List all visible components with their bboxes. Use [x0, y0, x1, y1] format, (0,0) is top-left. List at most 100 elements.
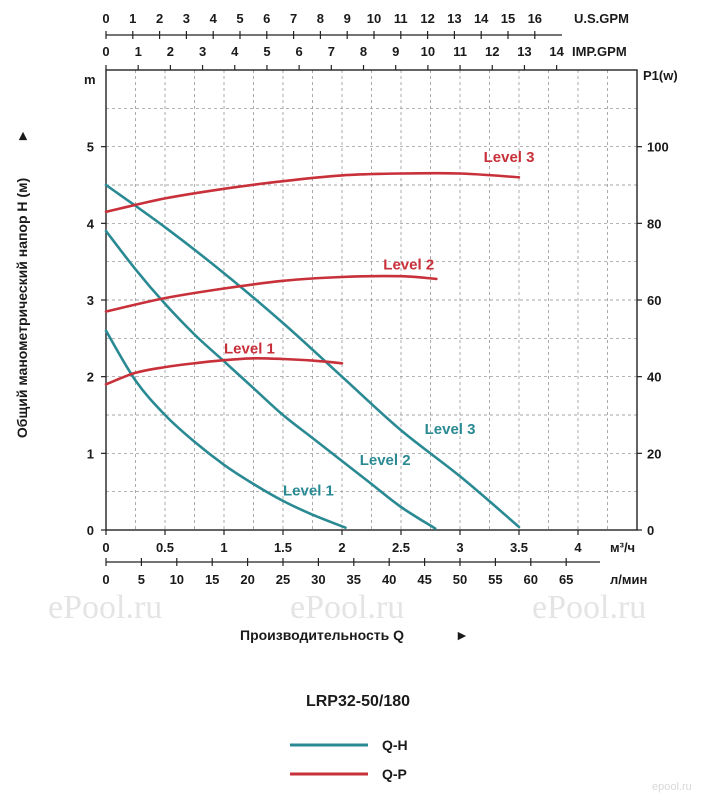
legend-qp-label: Q-P — [382, 766, 407, 782]
x-impgpm-tick-label: 6 — [296, 44, 303, 59]
y-left-unit: m — [84, 72, 96, 87]
y-left-tick-label: 5 — [87, 140, 94, 155]
x-m3h-tick-label: 3 — [456, 540, 463, 555]
x-m3h-tick-label: 0 — [102, 540, 109, 555]
qp-level-label-3: Level 3 — [484, 149, 535, 166]
watermark-1: ePool.ru — [48, 589, 162, 626]
legend-qh-label: Q-H — [382, 737, 408, 753]
qp-curve-1 — [104, 356, 344, 386]
x-m3h-tick-label: 2.5 — [392, 540, 410, 555]
x-usgpm-tick-label: 15 — [501, 11, 515, 26]
x-lmin-tick-label: 25 — [276, 572, 290, 587]
x-m3h-tick-label: 4 — [574, 540, 582, 555]
x-impgpm-tick-label: 11 — [453, 44, 467, 59]
x-usgpm-tick-label: 11 — [394, 11, 408, 26]
x-m3h-tick-label: 1 — [220, 540, 227, 555]
x-lmin-tick-label: 35 — [347, 572, 361, 587]
x-impgpm-tick-label: 3 — [199, 44, 206, 59]
qh-level-label-2: Level 2 — [360, 452, 411, 469]
x-usgpm-tick-label: 16 — [528, 11, 542, 26]
y-right-tick-label: 80 — [647, 216, 661, 231]
y-left-tick-label: 3 — [87, 293, 94, 308]
x-usgpm-tick-label: 2 — [156, 11, 163, 26]
x-lmin-tick-label: 40 — [382, 572, 396, 587]
y-right-tick-label: 40 — [647, 370, 661, 385]
y-right-tick-label: 60 — [647, 293, 661, 308]
y-left-tick-label: 0 — [87, 523, 94, 538]
qp-level-label-2: Level 2 — [383, 256, 434, 273]
x-axis-label: Производительность Q — [240, 627, 404, 643]
y-axis-arrow-icon: ► — [14, 129, 30, 143]
x-m3h-unit: м³/ч — [610, 540, 635, 555]
y-left-tick-label: 2 — [87, 370, 94, 385]
x-usgpm-tick-label: 10 — [367, 11, 381, 26]
x-impgpm-tick-label: 13 — [517, 44, 531, 59]
x-lmin-tick-label: 45 — [417, 572, 431, 587]
qh-curve-1 — [104, 329, 347, 529]
x-usgpm-tick-label: 6 — [263, 11, 270, 26]
x-impgpm-tick-label: 10 — [421, 44, 435, 59]
x-lmin-tick-label: 50 — [453, 572, 467, 587]
x-lmin-tick-label: 10 — [170, 572, 184, 587]
x-impgpm-tick-label: 2 — [167, 44, 174, 59]
x-lmin-unit: л/мин — [610, 572, 647, 587]
qh-curve-3 — [104, 183, 521, 529]
x-m3h-tick-label: 1.5 — [274, 540, 292, 555]
x-impgpm-tick-label: 0 — [102, 44, 109, 59]
qh-level-label-1: Level 1 — [283, 483, 334, 500]
curves — [104, 171, 521, 530]
qp-curve-3 — [104, 171, 521, 214]
x-impgpm-tick-label: 9 — [392, 44, 399, 59]
x-usgpm-tick-label: 5 — [236, 11, 243, 26]
chart-grid — [106, 70, 637, 530]
qh-curve-2 — [104, 229, 437, 530]
watermark-3: ePool.ru — [532, 589, 646, 626]
qp-level-label-1: Level 1 — [224, 341, 275, 358]
x-m3h-tick-label: 3.5 — [510, 540, 528, 555]
x-impgpm-tick-label: 7 — [328, 44, 335, 59]
x-impgpm-tick-label: 8 — [360, 44, 367, 59]
y-right-tick-label: 0 — [647, 523, 654, 538]
watermark-small: epool.ru — [652, 781, 692, 793]
x-lmin-tick-label: 65 — [559, 572, 573, 587]
y-left-tick-label: 1 — [87, 446, 94, 461]
qh-level-label-3: Level 3 — [425, 421, 476, 438]
x-impgpm-tick-label: 12 — [485, 44, 499, 59]
x-impgpm-unit: IMP.GPM — [572, 44, 627, 59]
x-usgpm-tick-label: 1 — [129, 11, 136, 26]
x-lmin-tick-label: 60 — [524, 572, 538, 587]
x-usgpm-tick-label: 13 — [447, 11, 461, 26]
qp-curve-2 — [104, 274, 438, 313]
x-lmin-tick-label: 5 — [138, 572, 145, 587]
x-usgpm-tick-label: 8 — [317, 11, 324, 26]
x-m3h-tick-label: 2 — [338, 540, 345, 555]
x-usgpm-tick-label: 14 — [474, 11, 489, 26]
y-left-tick-label: 4 — [87, 216, 95, 231]
y-right-tick-label: 100 — [647, 140, 669, 155]
x-lmin-tick-label: 55 — [488, 572, 502, 587]
x-usgpm-tick-label: 3 — [183, 11, 190, 26]
watermarks: ePool.ru ePool.ru ePool.ru epool.ru — [48, 589, 692, 793]
x-usgpm-tick-label: 12 — [420, 11, 434, 26]
x-usgpm-tick-label: 7 — [290, 11, 297, 26]
chart-title: LRP32-50/180 — [306, 693, 410, 710]
x-usgpm-tick-label: 9 — [344, 11, 351, 26]
x-impgpm-tick-label: 5 — [263, 44, 270, 59]
x-lmin-tick-label: 20 — [240, 572, 254, 587]
x-usgpm-tick-label: 0 — [102, 11, 109, 26]
y-right-unit: P1(w) — [643, 68, 678, 83]
x-axis-arrow-icon: ► — [455, 627, 469, 643]
x-impgpm-tick-label: 14 — [549, 44, 564, 59]
x-impgpm-tick-label: 4 — [231, 44, 239, 59]
x-lmin-tick-label: 15 — [205, 572, 219, 587]
level-labels: Level 1 Level 2 Level 3 Level 1 Level 2 Level… — [224, 149, 534, 500]
y-right-tick-label: 20 — [647, 446, 661, 461]
legend: Q-H Q-P — [290, 737, 408, 782]
y-axis-label: Общий манометрический напор H (м) — [14, 178, 30, 438]
x-lmin-tick-label: 0 — [102, 572, 109, 587]
x-m3h-tick-label: 0.5 — [156, 540, 174, 555]
x-usgpm-unit: U.S.GPM — [574, 11, 629, 26]
x-lmin-tick-label: 30 — [311, 572, 325, 587]
